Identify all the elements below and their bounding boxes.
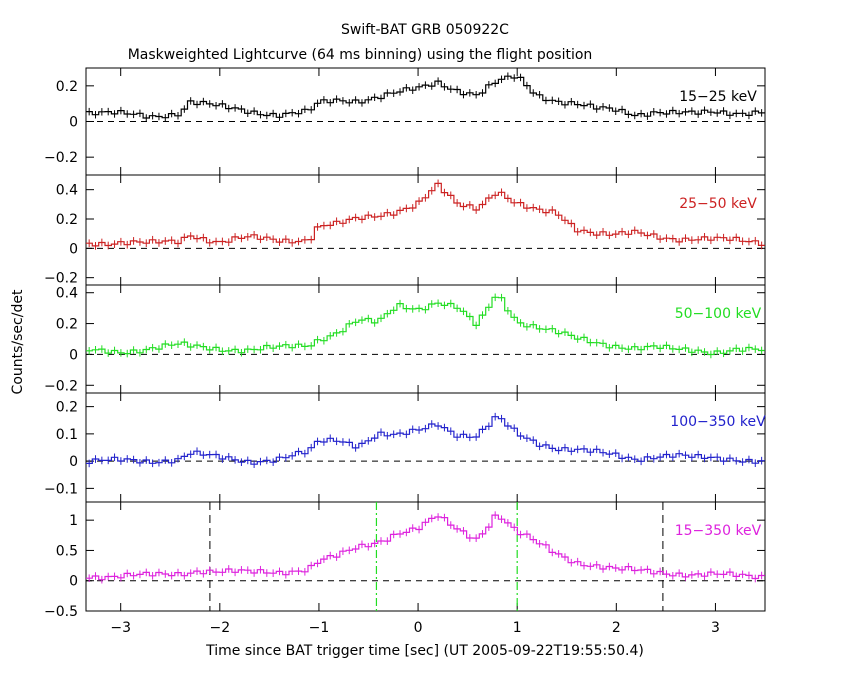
y-tick-label: 0.2 xyxy=(56,400,78,416)
y-tick-label: 0 xyxy=(69,574,78,590)
band-label-1: 15−25 keV xyxy=(679,89,757,105)
y-tick-label: 0.4 xyxy=(56,183,78,199)
x-tick-label: 0 xyxy=(414,620,423,636)
y-tick-label: −0.2 xyxy=(44,271,78,287)
panel-frame xyxy=(85,392,766,503)
error-bars xyxy=(88,72,763,122)
x-axis-label: Time since BAT trigger time [sec] (UT 20… xyxy=(205,643,644,659)
lightcurve-1 xyxy=(86,75,765,119)
panel-frame xyxy=(85,284,766,394)
lightcurve-5 xyxy=(86,514,765,581)
x-tick-label: −2 xyxy=(209,620,230,636)
y-tick-label: 0.2 xyxy=(56,79,78,95)
panel-5: −0.5 0 0.5 1 15−350 keV xyxy=(44,501,766,620)
y-tick-label: −0.2 xyxy=(44,378,78,394)
y-axis-label: Counts/sec/det xyxy=(10,289,26,394)
panel-3: −0.2 0 0.2 0.4 50−100 keV xyxy=(44,284,766,394)
panel-frame xyxy=(85,501,766,612)
panel-frame xyxy=(85,174,766,286)
y-tick-label: 0 xyxy=(69,241,78,257)
band-label-2: 25−50 keV xyxy=(679,196,757,212)
y-tick-label: 0 xyxy=(69,347,78,363)
x-tick-label: 1 xyxy=(513,620,522,636)
y-tick-label: 0.2 xyxy=(56,212,78,228)
panels: −0.200.215−25 keV−0.200.20.425−50 keV−0.… xyxy=(44,67,766,636)
y-tick-label: 1 xyxy=(69,513,78,529)
y-tick-label: −0.5 xyxy=(44,604,78,620)
lightcurve-2 xyxy=(86,182,765,247)
chart-subtitle: Maskweighted Lightcurve (64 ms binning) … xyxy=(128,47,593,63)
y-tick-label: −0.1 xyxy=(44,481,78,497)
x-tick-label: −1 xyxy=(309,620,330,636)
lightcurve-3 xyxy=(86,296,765,356)
band-label-4: 100−350 keV xyxy=(670,414,766,430)
y-tick-label: 0.5 xyxy=(56,543,78,559)
panel-1: −0.2 0 0.2 15−25 keV xyxy=(44,67,766,176)
y-tick-label: 0.1 xyxy=(56,427,78,443)
y-tick-label: −0.2 xyxy=(44,150,78,166)
x-tick-label: 2 xyxy=(612,620,621,636)
band-label-3: 50−100 keV xyxy=(675,306,762,322)
x-tick-label: −3 xyxy=(110,620,131,636)
lightcurve-4 xyxy=(86,416,765,465)
panel-4: −0.1 0 0.1 0.2 100−350 keV xyxy=(44,392,766,503)
y-tick-label: 0.4 xyxy=(56,286,78,302)
y-tick-label: 0.2 xyxy=(56,317,78,333)
x-tick-label: 3 xyxy=(711,620,720,636)
panel-2: −0.2 0 0.2 0.4 25−50 keV xyxy=(44,174,766,287)
chart-title: Swift-BAT GRB 050922C xyxy=(341,22,509,38)
y-tick-label: 0 xyxy=(69,454,78,470)
error-bars xyxy=(88,412,763,468)
band-label-5: 15−350 keV xyxy=(675,523,762,539)
y-tick-label: 0 xyxy=(69,115,78,131)
